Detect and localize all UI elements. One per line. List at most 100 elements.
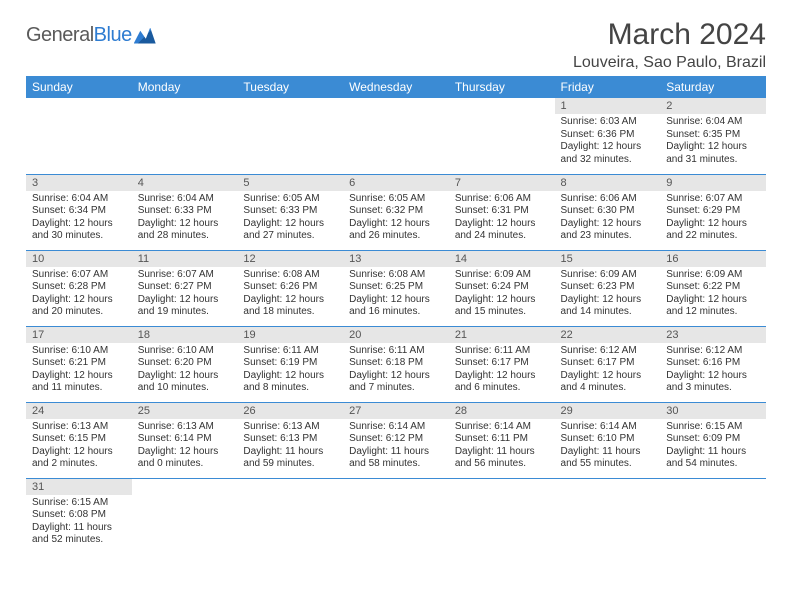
- day-body: Sunrise: 6:06 AMSunset: 6:31 PMDaylight:…: [449, 191, 555, 247]
- sunset-text: Sunset: 6:08 PM: [32, 509, 126, 522]
- day-body: Sunrise: 6:11 AMSunset: 6:19 PMDaylight:…: [237, 343, 343, 399]
- daylight-text: and 18 minutes.: [243, 306, 337, 319]
- daylight-text: Daylight: 12 hours: [243, 370, 337, 383]
- sunrise-text: Sunrise: 6:11 AM: [455, 345, 549, 358]
- day-number: 20: [343, 327, 449, 343]
- sunrise-text: Sunrise: 6:09 AM: [666, 269, 760, 282]
- daylight-text: Daylight: 12 hours: [138, 446, 232, 459]
- daylight-text: Daylight: 12 hours: [561, 294, 655, 307]
- calendar-day-cell: [555, 478, 661, 554]
- sunset-text: Sunset: 6:12 PM: [349, 433, 443, 446]
- calendar-day-cell: 6Sunrise: 6:05 AMSunset: 6:32 PMDaylight…: [343, 174, 449, 250]
- daylight-text: and 26 minutes.: [349, 230, 443, 243]
- calendar-day-cell: 26Sunrise: 6:13 AMSunset: 6:13 PMDayligh…: [237, 402, 343, 478]
- day-header: Tuesday: [237, 76, 343, 98]
- daylight-text: Daylight: 12 hours: [243, 218, 337, 231]
- sunrise-text: Sunrise: 6:13 AM: [138, 421, 232, 434]
- day-body: Sunrise: 6:07 AMSunset: 6:28 PMDaylight:…: [26, 267, 132, 323]
- sunrise-text: Sunrise: 6:11 AM: [243, 345, 337, 358]
- calendar-page: GeneralBlue March 2024 Louveira, Sao Pau…: [0, 0, 792, 572]
- daylight-text: and 0 minutes.: [138, 458, 232, 471]
- day-number: 26: [237, 403, 343, 419]
- calendar-week-row: 1Sunrise: 6:03 AMSunset: 6:36 PMDaylight…: [26, 98, 766, 174]
- day-number: 4: [132, 175, 238, 191]
- day-number: 13: [343, 251, 449, 267]
- sunrise-text: Sunrise: 6:09 AM: [455, 269, 549, 282]
- daylight-text: and 55 minutes.: [561, 458, 655, 471]
- sunrise-text: Sunrise: 6:14 AM: [455, 421, 549, 434]
- calendar-day-cell: 1Sunrise: 6:03 AMSunset: 6:36 PMDaylight…: [555, 98, 661, 174]
- day-body: Sunrise: 6:08 AMSunset: 6:26 PMDaylight:…: [237, 267, 343, 323]
- day-body: Sunrise: 6:12 AMSunset: 6:17 PMDaylight:…: [555, 343, 661, 399]
- daylight-text: and 58 minutes.: [349, 458, 443, 471]
- day-body: Sunrise: 6:13 AMSunset: 6:14 PMDaylight:…: [132, 419, 238, 475]
- daylight-text: Daylight: 12 hours: [561, 218, 655, 231]
- sunrise-text: Sunrise: 6:13 AM: [243, 421, 337, 434]
- sunset-text: Sunset: 6:31 PM: [455, 205, 549, 218]
- day-number: 22: [555, 327, 661, 343]
- sunset-text: Sunset: 6:16 PM: [666, 357, 760, 370]
- day-number: 27: [343, 403, 449, 419]
- calendar-day-cell: 3Sunrise: 6:04 AMSunset: 6:34 PMDaylight…: [26, 174, 132, 250]
- calendar-day-cell: 30Sunrise: 6:15 AMSunset: 6:09 PMDayligh…: [660, 402, 766, 478]
- day-number: 14: [449, 251, 555, 267]
- calendar-day-cell: 27Sunrise: 6:14 AMSunset: 6:12 PMDayligh…: [343, 402, 449, 478]
- day-number: 21: [449, 327, 555, 343]
- daylight-text: Daylight: 12 hours: [666, 294, 760, 307]
- day-number: 23: [660, 327, 766, 343]
- sunset-text: Sunset: 6:33 PM: [138, 205, 232, 218]
- sunrise-text: Sunrise: 6:10 AM: [32, 345, 126, 358]
- sunrise-text: Sunrise: 6:11 AM: [349, 345, 443, 358]
- sunset-text: Sunset: 6:17 PM: [455, 357, 549, 370]
- brand-sail-icon: [134, 28, 156, 44]
- calendar-day-cell: 12Sunrise: 6:08 AMSunset: 6:26 PMDayligh…: [237, 250, 343, 326]
- daylight-text: Daylight: 12 hours: [349, 218, 443, 231]
- sunrise-text: Sunrise: 6:14 AM: [561, 421, 655, 434]
- daylight-text: Daylight: 12 hours: [243, 294, 337, 307]
- sunrise-text: Sunrise: 6:07 AM: [666, 193, 760, 206]
- daylight-text: Daylight: 11 hours: [32, 522, 126, 535]
- sunset-text: Sunset: 6:27 PM: [138, 281, 232, 294]
- daylight-text: Daylight: 12 hours: [138, 218, 232, 231]
- sunset-text: Sunset: 6:11 PM: [455, 433, 549, 446]
- sunrise-text: Sunrise: 6:15 AM: [32, 497, 126, 510]
- calendar-day-cell: [132, 98, 238, 174]
- sunset-text: Sunset: 6:34 PM: [32, 205, 126, 218]
- sunset-text: Sunset: 6:14 PM: [138, 433, 232, 446]
- calendar-day-cell: [132, 478, 238, 554]
- calendar-day-cell: 23Sunrise: 6:12 AMSunset: 6:16 PMDayligh…: [660, 326, 766, 402]
- daylight-text: and 52 minutes.: [32, 534, 126, 547]
- daylight-text: Daylight: 12 hours: [32, 370, 126, 383]
- sunset-text: Sunset: 6:22 PM: [666, 281, 760, 294]
- day-number: 6: [343, 175, 449, 191]
- daylight-text: and 16 minutes.: [349, 306, 443, 319]
- sunrise-text: Sunrise: 6:14 AM: [349, 421, 443, 434]
- day-number: 24: [26, 403, 132, 419]
- day-header: Sunday: [26, 76, 132, 98]
- daylight-text: and 8 minutes.: [243, 382, 337, 395]
- sunrise-text: Sunrise: 6:12 AM: [561, 345, 655, 358]
- daylight-text: and 54 minutes.: [666, 458, 760, 471]
- brand-part2: Blue: [94, 24, 132, 46]
- day-body: Sunrise: 6:14 AMSunset: 6:10 PMDaylight:…: [555, 419, 661, 475]
- day-header: Friday: [555, 76, 661, 98]
- calendar-day-cell: [449, 98, 555, 174]
- daylight-text: and 27 minutes.: [243, 230, 337, 243]
- daylight-text: and 31 minutes.: [666, 154, 760, 167]
- daylight-text: and 10 minutes.: [138, 382, 232, 395]
- daylight-text: Daylight: 11 hours: [561, 446, 655, 459]
- day-number: 17: [26, 327, 132, 343]
- day-body: Sunrise: 6:12 AMSunset: 6:16 PMDaylight:…: [660, 343, 766, 399]
- sunset-text: Sunset: 6:10 PM: [561, 433, 655, 446]
- daylight-text: Daylight: 12 hours: [32, 446, 126, 459]
- sunrise-text: Sunrise: 6:04 AM: [666, 116, 760, 129]
- day-header: Thursday: [449, 76, 555, 98]
- daylight-text: Daylight: 12 hours: [32, 294, 126, 307]
- sunrise-text: Sunrise: 6:05 AM: [243, 193, 337, 206]
- day-body: Sunrise: 6:15 AMSunset: 6:08 PMDaylight:…: [26, 495, 132, 551]
- sunset-text: Sunset: 6:32 PM: [349, 205, 443, 218]
- daylight-text: and 14 minutes.: [561, 306, 655, 319]
- daylight-text: Daylight: 12 hours: [138, 294, 232, 307]
- daylight-text: Daylight: 12 hours: [32, 218, 126, 231]
- sunrise-text: Sunrise: 6:15 AM: [666, 421, 760, 434]
